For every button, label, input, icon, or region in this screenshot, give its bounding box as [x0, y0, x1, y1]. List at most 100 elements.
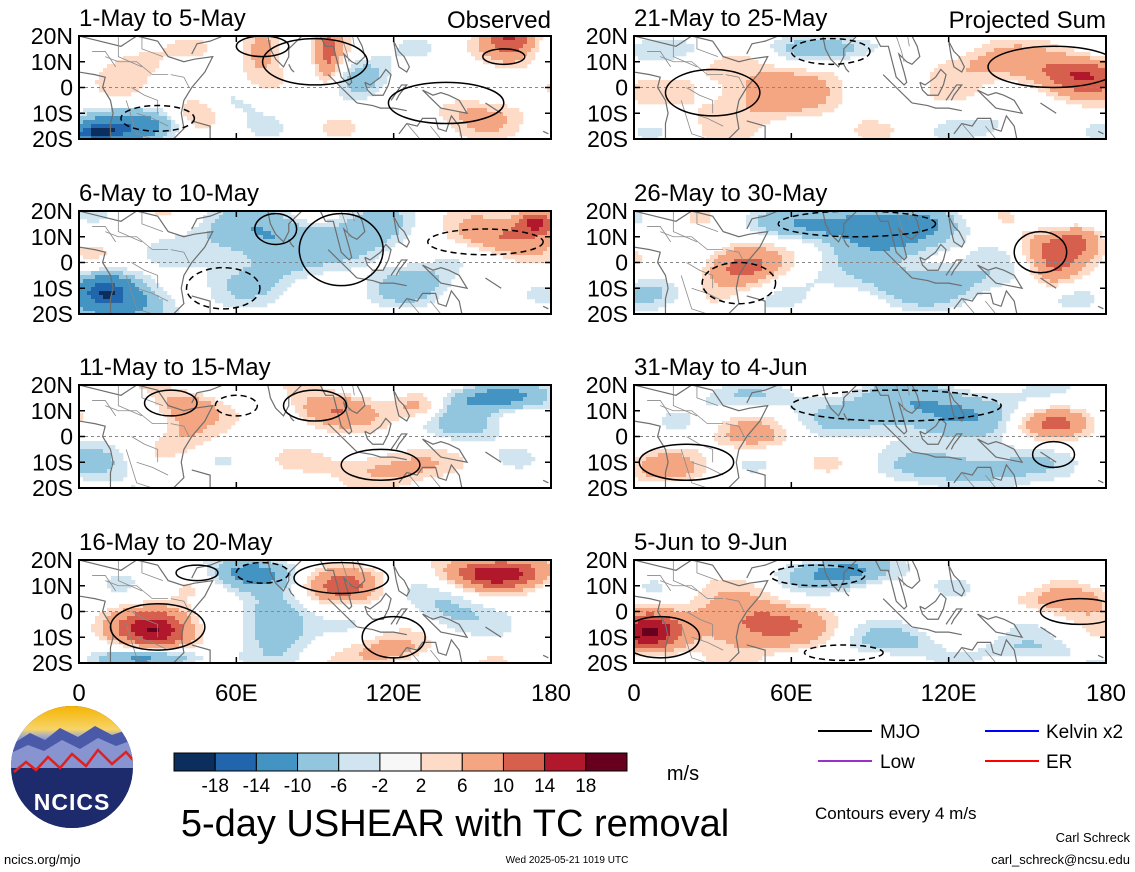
mjo-contour [340, 448, 421, 482]
mjo-contour [293, 561, 390, 595]
panel-title: 5-Jun to 9-Jun [634, 529, 787, 556]
legend-mjo-label: MJO [880, 722, 920, 743]
mjo-contour [235, 36, 290, 58]
mjo-contour [175, 564, 219, 582]
ticks [633, 35, 1107, 140]
colorbar-swatch [255, 752, 299, 772]
lat-label: 10S [32, 100, 73, 126]
mjo-contour [185, 266, 261, 310]
colorbar-tick: 10 [493, 776, 514, 797]
panel-title: 6-May to 10-May [79, 180, 259, 207]
ticks [78, 384, 552, 489]
ticks [78, 210, 552, 315]
lat-label: 10S [587, 624, 628, 650]
colorbar-units: m/s [667, 763, 699, 785]
mjo-contour [387, 81, 505, 125]
borders [92, 560, 442, 663]
lat-label: 10S [587, 275, 628, 301]
lon-label: 120E [366, 680, 422, 707]
mjo-contour [109, 603, 206, 651]
shading [634, 211, 1106, 312]
mjo-contours [143, 389, 421, 482]
lon-label: 0 [627, 680, 640, 707]
mjo-contours [109, 561, 426, 659]
panel-title: 16-May to 20-May [79, 529, 272, 556]
lat-label: 0 [60, 424, 73, 450]
borders [647, 36, 997, 139]
lat-label: 0 [615, 424, 628, 450]
lat-label: 10N [586, 398, 628, 424]
coastlines [634, 211, 1104, 314]
lat-label: 10N [31, 398, 73, 424]
legend-kelvin-label: Kelvin x2 [1046, 722, 1123, 743]
mjo-contour [298, 212, 384, 287]
colorbar-tick: 2 [416, 776, 427, 797]
lat-label: 0 [615, 75, 628, 101]
lat-label: 20S [32, 650, 73, 676]
lat-label: 20S [32, 475, 73, 501]
colorbar-swatch [379, 752, 422, 772]
lat-label: 10N [31, 573, 73, 599]
ticks [633, 559, 1107, 664]
ticks [78, 35, 552, 140]
shading [79, 36, 551, 139]
colorbar-tick: -18 [201, 776, 228, 797]
colorbar-tick: 18 [575, 776, 596, 797]
mjo-contours [664, 37, 1106, 117]
panel-title: 11-May to 15-May [79, 354, 271, 381]
lat-label: 20N [31, 198, 73, 224]
ticks [633, 210, 1107, 315]
mjo-contour [987, 45, 1106, 89]
lat-label: 10N [586, 49, 628, 75]
lat-label: 20N [586, 372, 628, 398]
lat-label: 20N [31, 547, 73, 573]
mjo-contour [235, 561, 290, 584]
mjo-contour [769, 564, 866, 587]
colorbar-swatch [173, 752, 216, 772]
colorbar-swatch [338, 752, 381, 772]
shading [87, 560, 551, 663]
colorbar-tick: 6 [457, 776, 468, 797]
mjo-contour [777, 211, 937, 238]
borders [647, 211, 997, 314]
panel-tag: Projected Sum [949, 7, 1106, 34]
panel-title: 1-May to 5-May [79, 5, 246, 32]
lon-label: 60E [770, 680, 813, 707]
lat-label: 10N [31, 49, 73, 75]
lat-label: 0 [60, 250, 73, 276]
lon-label: 180 [1086, 680, 1126, 707]
borders [92, 36, 442, 139]
footer-email: carl_schreck@ncsu.edu [991, 852, 1130, 867]
lat-label: 20S [587, 126, 628, 152]
lat-label: 0 [60, 75, 73, 101]
colorbar-swatch [420, 752, 463, 772]
lon-label: 180 [531, 680, 571, 707]
lat-label: 10N [586, 224, 628, 250]
mjo-contours [120, 36, 526, 133]
colorbar-swatch [544, 752, 587, 772]
lat-label: 20S [587, 475, 628, 501]
mjo-contours [185, 212, 544, 310]
colorbar-tick: -14 [243, 776, 271, 797]
lat-label: 20S [587, 301, 628, 327]
mjo-contour [120, 104, 196, 133]
coastlines [79, 211, 549, 314]
mjo-contours [701, 211, 1068, 305]
lon-label: 0 [72, 680, 85, 707]
lat-label: 20S [32, 126, 73, 152]
lat-label: 10S [32, 275, 73, 301]
map-panel-5: 21-May to 25-May Projected Sum 20N10N010S2… [586, 5, 1107, 152]
lat-label: 20N [586, 23, 628, 49]
ncics-logo: NCICS [11, 706, 133, 828]
mjo-contour [1013, 230, 1068, 274]
lat-label: 20N [31, 372, 73, 398]
borders [92, 385, 442, 488]
mjo-contours [634, 564, 1106, 662]
mjo-contour [261, 37, 369, 86]
